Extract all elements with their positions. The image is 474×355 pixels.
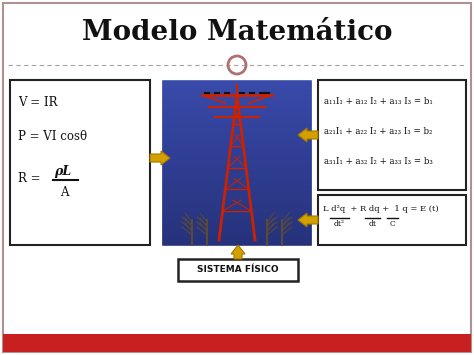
Text: V = IR: V = IR (18, 95, 57, 109)
FancyBboxPatch shape (3, 3, 471, 352)
Text: a₁₁I₁ + a₁₂ I₂ + a₁₃ I₃ = b₁: a₁₁I₁ + a₁₂ I₂ + a₁₃ I₃ = b₁ (324, 98, 433, 106)
FancyArrow shape (150, 151, 170, 165)
Text: L d²q  + R dq +  1 q = E (t): L d²q + R dq + 1 q = E (t) (323, 205, 438, 213)
Text: dt: dt (369, 220, 377, 228)
Text: P = VI cosθ: P = VI cosθ (18, 131, 87, 143)
FancyArrow shape (298, 128, 318, 142)
Text: Modelo Matemático: Modelo Matemático (82, 20, 392, 47)
Text: a₃₁I₁ + a₃₂ I₂ + a₃₃ I₃ = b₃: a₃₁I₁ + a₃₂ I₂ + a₃₃ I₃ = b₃ (324, 158, 433, 166)
Bar (318, 80, 466, 190)
FancyArrow shape (231, 245, 245, 259)
Bar (318, 195, 466, 245)
Text: ρL: ρL (54, 165, 71, 179)
Bar (3, 334, 471, 352)
Bar (10, 80, 150, 245)
Text: a₂₁I₁ + a₂₂ I₂ + a₂₃ I₃ = b₂: a₂₁I₁ + a₂₂ I₂ + a₂₃ I₃ = b₂ (324, 127, 432, 137)
Text: C: C (390, 220, 396, 228)
Text: SISTEMA FÍSICO: SISTEMA FÍSICO (197, 266, 279, 274)
Bar (178, 259, 298, 281)
Text: R =: R = (18, 171, 44, 185)
Text: A: A (60, 186, 69, 198)
FancyArrow shape (298, 213, 318, 227)
Text: dt²: dt² (334, 220, 345, 228)
